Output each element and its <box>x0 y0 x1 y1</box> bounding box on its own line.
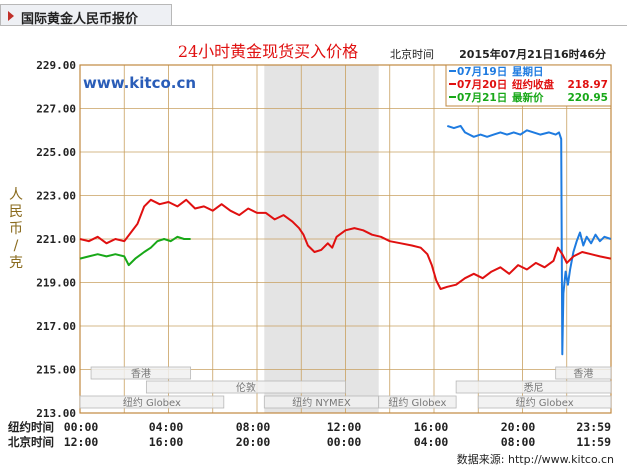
x-tick-label: 08:00 <box>501 435 536 449</box>
market-bar <box>79 395 225 409</box>
x-tick-label: 04:00 <box>149 420 184 434</box>
y-tick-label: 229.00 <box>36 59 76 72</box>
data-source: 数据来源: http://www.kitco.cn <box>457 452 614 466</box>
x-tick-label: 11:59 <box>576 435 611 449</box>
y-axis-label-char: / <box>14 238 19 254</box>
legend-info-label: 星期日 <box>512 65 544 78</box>
series-line-2 <box>79 198 611 290</box>
x-tick-label: 20:00 <box>501 420 536 434</box>
market-bar <box>90 366 192 380</box>
y-tick-label: 215.00 <box>36 364 76 377</box>
y-tick-label: 219.00 <box>36 277 76 290</box>
x-tick-label: 12:00 <box>327 420 362 434</box>
market-label: 香港 <box>573 368 593 380</box>
x-tick-label: 23:59 <box>576 420 611 434</box>
x-tick-label: 00:00 <box>327 435 362 449</box>
chart-title: 24小时黄金现货买入价格 <box>178 42 358 61</box>
y-tick-label: 221.00 <box>36 233 76 246</box>
x-row-label: 北京时间 <box>8 435 54 449</box>
series-line-3 <box>79 235 191 267</box>
header-datetime: 2015年07月21日16时46分 <box>459 47 606 61</box>
market-session: 香港 <box>90 366 192 380</box>
market-label: 纽约 Globex <box>516 396 574 409</box>
market-session: 纽约 Globex <box>477 395 612 409</box>
market-label: 香港 <box>131 368 151 380</box>
market-bar <box>378 395 457 409</box>
y-tick-label: 227.00 <box>36 103 76 116</box>
x-tick-label: 08:00 <box>236 420 271 434</box>
x-tick-label: 12:00 <box>64 435 99 449</box>
legend-entry: 07月19日 星期日 <box>449 65 544 78</box>
title-tab[interactable]: 国际黄金人民币报价 <box>0 4 172 27</box>
legend-date: 07月19日 <box>457 66 507 78</box>
y-tick-label: 217.00 <box>36 320 76 333</box>
market-session: 伦敦 <box>145 380 346 394</box>
legend-info-label: 纽约收盘 <box>512 78 554 91</box>
legend-box <box>445 64 612 107</box>
y-tick-label: 213.00 <box>36 407 76 420</box>
time-label: 北京时间 <box>390 47 434 61</box>
y-tick-label: 225.00 <box>36 146 76 159</box>
y-axis-label-char: 民 <box>9 204 23 220</box>
market-session: 悉尼 <box>455 380 612 394</box>
legend-info-value: 218.97 <box>567 79 608 91</box>
market-session: 纽约 NYMEX <box>263 395 380 409</box>
x-row-label: 纽约时间 <box>8 420 54 434</box>
legend-info-label: 最新价 <box>512 91 544 104</box>
market-label: 纽约 Globex <box>123 396 181 409</box>
y-axis-label-char: 克 <box>9 255 23 271</box>
market-session: 纽约 Globex <box>378 395 457 409</box>
y-axis-label-char: 币 <box>9 221 23 237</box>
market-label: 纽约 NYMEX <box>292 396 351 409</box>
watermark: www.kitco.cn <box>83 74 196 92</box>
series-line-1 <box>446 124 612 356</box>
tab-title: 国际黄金人民币报价 <box>21 12 139 27</box>
x-tick-label: 20:00 <box>236 435 271 449</box>
legend-date: 07月20日 <box>457 79 507 91</box>
y-axis-label-char: 人 <box>9 187 23 203</box>
market-session: 香港 <box>555 366 612 380</box>
market-bar <box>455 380 612 394</box>
x-tick-label: 00:00 <box>64 420 99 434</box>
market-session: 纽约 Globex <box>79 395 225 409</box>
market-label: 纽约 Globex <box>388 396 446 409</box>
x-tick-label: 04:00 <box>414 435 449 449</box>
arrow-icon <box>8 11 14 21</box>
market-label: 悉尼 <box>524 382 544 394</box>
x-tick-label: 16:00 <box>149 435 184 449</box>
market-bar <box>145 380 346 394</box>
tab-divider <box>0 25 627 26</box>
x-tick-label: 16:00 <box>414 420 449 434</box>
legend-date: 07月21日 <box>457 92 507 104</box>
legend-entry: 07月21日 最新价 220.95 <box>449 91 608 104</box>
y-tick-label: 223.00 <box>36 190 76 203</box>
market-label: 伦敦 <box>236 381 256 394</box>
legend-entry: 07月20日 纽约收盘 218.97 <box>449 78 608 91</box>
legend-info-value: 220.95 <box>567 92 608 104</box>
market-bar <box>555 366 612 380</box>
market-bar <box>477 395 612 409</box>
